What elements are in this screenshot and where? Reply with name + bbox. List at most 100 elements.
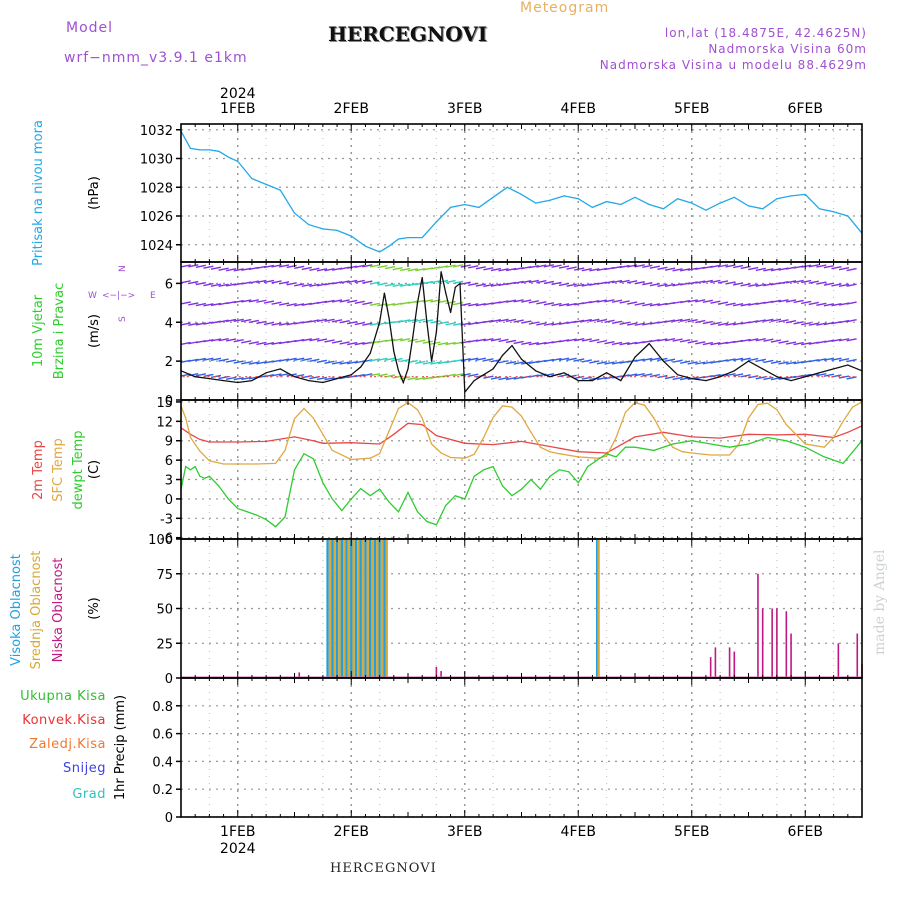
series-point: [454, 286, 456, 288]
series-point: [520, 358, 523, 360]
wind-barb: [672, 318, 683, 323]
wind-barb: [316, 268, 328, 272]
series-point: [634, 446, 636, 448]
series-point: [818, 208, 821, 210]
wind-barb: [710, 264, 721, 269]
wind-barb: [294, 265, 305, 270]
series-point: [416, 409, 419, 411]
wind-barb: [195, 281, 206, 286]
wind-barb: [717, 322, 729, 326]
series-point: [653, 417, 655, 419]
wind-barb: [490, 318, 502, 323]
wind-barb: [634, 302, 645, 306]
series-point: [733, 370, 735, 372]
model-name: wrf−nmm_v3.9.1 e1km: [64, 50, 248, 66]
pressure-panel: 1024 1026 1028 1030 1032 (hPa): [87, 123, 863, 263]
wind-legend-w: W: [88, 291, 97, 301]
wind-barb: [362, 373, 373, 377]
series-point: [435, 221, 437, 223]
series-point: [251, 379, 253, 382]
wind-barb: [793, 279, 804, 284]
y-tick-label: 0.8: [152, 700, 173, 715]
bar: [385, 539, 388, 678]
wind-barb: [672, 338, 683, 342]
wind-barb: [732, 282, 744, 286]
y-tick-label: 4: [165, 316, 173, 331]
wind-barb: [248, 341, 259, 345]
wind-barb: [301, 338, 312, 342]
series-point: [189, 147, 192, 150]
wind-barb: [347, 341, 358, 346]
wind-barb: [218, 319, 229, 323]
wind-barb: [619, 342, 630, 346]
series-point: [312, 458, 315, 460]
wind-barb: [498, 318, 509, 322]
wind-barb: [801, 373, 812, 378]
wind-barb: [362, 301, 373, 306]
series-point: [606, 372, 608, 374]
wind-barb: [286, 303, 297, 307]
wind-barb: [445, 373, 456, 378]
wind-barb: [710, 300, 721, 304]
series-point: [530, 478, 532, 481]
series-point: [303, 407, 305, 410]
wind-barb: [460, 302, 471, 307]
wind-barb: [271, 264, 282, 268]
wind-barb: [657, 283, 668, 287]
wind-barb: [558, 303, 570, 307]
series-point: [293, 436, 296, 438]
wind-barb: [823, 303, 835, 307]
series-point: [364, 245, 367, 247]
wind-barb: [793, 299, 804, 304]
wind-barb: [717, 280, 729, 284]
series-point: [501, 405, 504, 407]
wind-barb: [324, 318, 335, 322]
series-point: [577, 482, 579, 484]
top-year-label: 2024: [220, 86, 256, 102]
series-point: [719, 376, 721, 378]
series-point: [672, 443, 674, 445]
series-point: [733, 196, 735, 198]
series-point: [823, 446, 825, 448]
series-point: [189, 469, 192, 471]
series-point: [265, 372, 267, 374]
y-tick-label: 75: [156, 568, 173, 583]
series-point: [833, 211, 835, 213]
bar: [359, 539, 362, 678]
bar: [435, 666, 438, 678]
series-point: [336, 378, 338, 380]
bar: [331, 539, 334, 678]
y-tick-label: 1026: [140, 210, 173, 225]
series-point: [185, 417, 187, 419]
wind-barb: [785, 320, 797, 324]
series-point: [369, 352, 371, 354]
series-point: [483, 374, 485, 376]
y-tick-label: 1032: [140, 124, 173, 139]
series-point: [728, 446, 731, 448]
series-point: [341, 509, 343, 512]
series-point: [804, 193, 806, 196]
wind-barb: [604, 340, 615, 345]
wind-barb: [543, 302, 555, 306]
bar: [298, 672, 301, 678]
series-point: [662, 434, 664, 437]
series-line: [180, 271, 863, 394]
wind-barb: [543, 264, 555, 268]
wind-barb: [301, 283, 312, 287]
bar: [345, 539, 348, 678]
wind-barb: [392, 338, 403, 342]
wind-barb: [354, 321, 365, 326]
series-point: [676, 198, 679, 200]
bar: [333, 539, 336, 678]
wind-barb: [339, 280, 350, 284]
series-point: [440, 271, 442, 273]
wind-barb: [248, 299, 259, 303]
wind-barb: [203, 357, 214, 361]
series-point: [776, 376, 778, 378]
wind-barb: [672, 376, 683, 381]
wind-barbs: [180, 264, 857, 381]
series-point: [483, 436, 485, 439]
wind-barb: [672, 359, 683, 363]
cloud-side-label-1: Visoka Oblacnost: [9, 554, 24, 666]
wind-barb: [445, 300, 456, 305]
